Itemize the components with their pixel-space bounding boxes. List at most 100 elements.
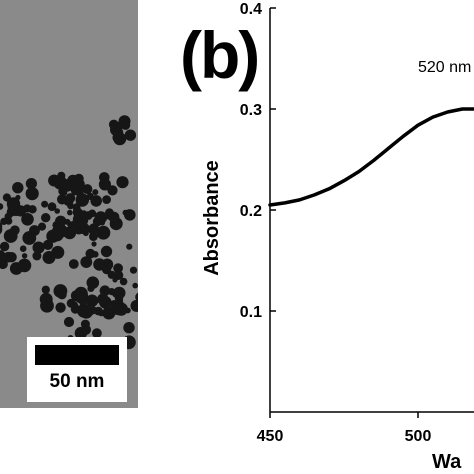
nanoparticle — [100, 245, 113, 258]
nanoparticle — [19, 245, 27, 252]
nanoparticle — [99, 219, 106, 226]
scale-bar — [35, 345, 119, 365]
nanoparticle — [126, 243, 133, 250]
nanoparticle — [132, 304, 138, 311]
nanoparticle — [32, 241, 45, 254]
nanoparticle — [108, 288, 116, 296]
nanoparticle — [60, 189, 68, 196]
nanoparticle — [88, 225, 98, 235]
nanoparticle — [21, 213, 34, 226]
nanoparticle — [54, 208, 60, 214]
nanoparticle — [70, 290, 82, 302]
y-tick-label: 0.1 — [240, 304, 262, 321]
nanoparticle — [42, 251, 56, 264]
nanoparticle — [85, 294, 99, 307]
nanoparticle — [88, 209, 97, 218]
nanoparticle — [80, 324, 92, 335]
nanoparticle — [112, 277, 118, 283]
nanoparticle — [132, 282, 138, 289]
y-axis-title: Absorbance — [201, 160, 223, 276]
nanoparticle — [75, 183, 85, 194]
nanoparticle — [41, 200, 49, 208]
nanoparticle — [17, 258, 32, 273]
nanoparticle — [11, 262, 20, 271]
nanoparticle — [98, 178, 111, 191]
nanoparticle — [21, 253, 28, 259]
nanoparticle — [119, 277, 128, 286]
nanoparticle — [123, 322, 135, 334]
nanoparticle — [47, 202, 57, 212]
nanoparticle — [80, 256, 93, 268]
nanoparticle — [82, 184, 93, 195]
nanoparticle — [63, 226, 77, 240]
nanoparticle — [79, 299, 87, 307]
nanoparticle — [94, 198, 101, 205]
nanoparticle — [87, 285, 95, 292]
nanoparticle — [99, 285, 111, 297]
nanoparticle — [57, 194, 68, 205]
nanoparticle — [0, 224, 3, 235]
nanoparticle — [114, 302, 128, 316]
nanoparticle — [87, 307, 95, 316]
nanoparticle — [124, 129, 137, 141]
nanoparticle — [113, 263, 123, 274]
nanoparticle — [52, 225, 62, 236]
nanoparticle — [70, 220, 78, 228]
nanoparticle — [96, 225, 111, 240]
nanoparticle — [55, 302, 66, 313]
nanoparticle — [91, 241, 97, 247]
nanoparticle — [72, 203, 81, 212]
nanoparticle — [108, 211, 120, 223]
x-tick-label: 500 — [405, 428, 432, 445]
nanoparticle — [120, 120, 131, 130]
scale-bar-label: 50 nm — [49, 371, 105, 392]
x-tick-label: 450 — [257, 428, 284, 445]
nanoparticle — [67, 209, 73, 216]
nanoparticle — [114, 293, 124, 303]
scale-bar-box: 50 nm — [27, 337, 127, 402]
panel-letter-b: (b) — [180, 18, 260, 92]
nanoparticle — [22, 231, 37, 245]
nanoparticle — [116, 176, 129, 189]
nanoparticle — [71, 301, 78, 308]
nanoparticle — [3, 229, 18, 243]
nanoparticle — [3, 251, 14, 263]
nanoparticle — [37, 222, 47, 231]
nanoparticle — [92, 328, 102, 339]
nanoparticle — [28, 205, 37, 214]
nanoparticle — [41, 285, 50, 294]
nanoparticle — [12, 182, 24, 194]
nanoparticle — [41, 213, 51, 223]
nanoparticle — [92, 189, 99, 196]
nanoparticle — [113, 127, 124, 137]
nanoparticle — [63, 316, 75, 328]
nanoparticle — [4, 212, 12, 221]
nanoparticle — [92, 251, 99, 258]
nanoparticle — [12, 208, 20, 217]
y-tick-label: 0.2 — [240, 203, 262, 220]
nanoparticle — [53, 284, 68, 298]
nanoparticle — [122, 209, 129, 216]
nanoparticle — [75, 193, 90, 207]
nanoparticle — [102, 195, 111, 205]
nanoparticle — [89, 232, 98, 242]
absorbance-line — [268, 107, 474, 207]
nanoparticle — [25, 187, 39, 201]
nanoparticle — [93, 258, 106, 271]
tem-image: 50 nm — [0, 0, 138, 408]
nanoparticle — [0, 241, 10, 252]
nanoparticle — [47, 300, 53, 306]
nanoparticle — [135, 292, 138, 302]
nanoparticle — [129, 266, 138, 274]
nanoparticle — [25, 178, 37, 190]
nanoparticle — [86, 192, 94, 200]
nanoparticle — [0, 203, 4, 210]
y-tick-label: 0.4 — [240, 1, 262, 18]
x-axis-title: Wa — [432, 451, 462, 473]
nanoparticle — [78, 223, 90, 235]
nanoparticle — [98, 296, 107, 305]
nanoparticle — [65, 193, 76, 203]
nanoparticle — [67, 202, 74, 210]
nanoparticle — [68, 259, 79, 269]
